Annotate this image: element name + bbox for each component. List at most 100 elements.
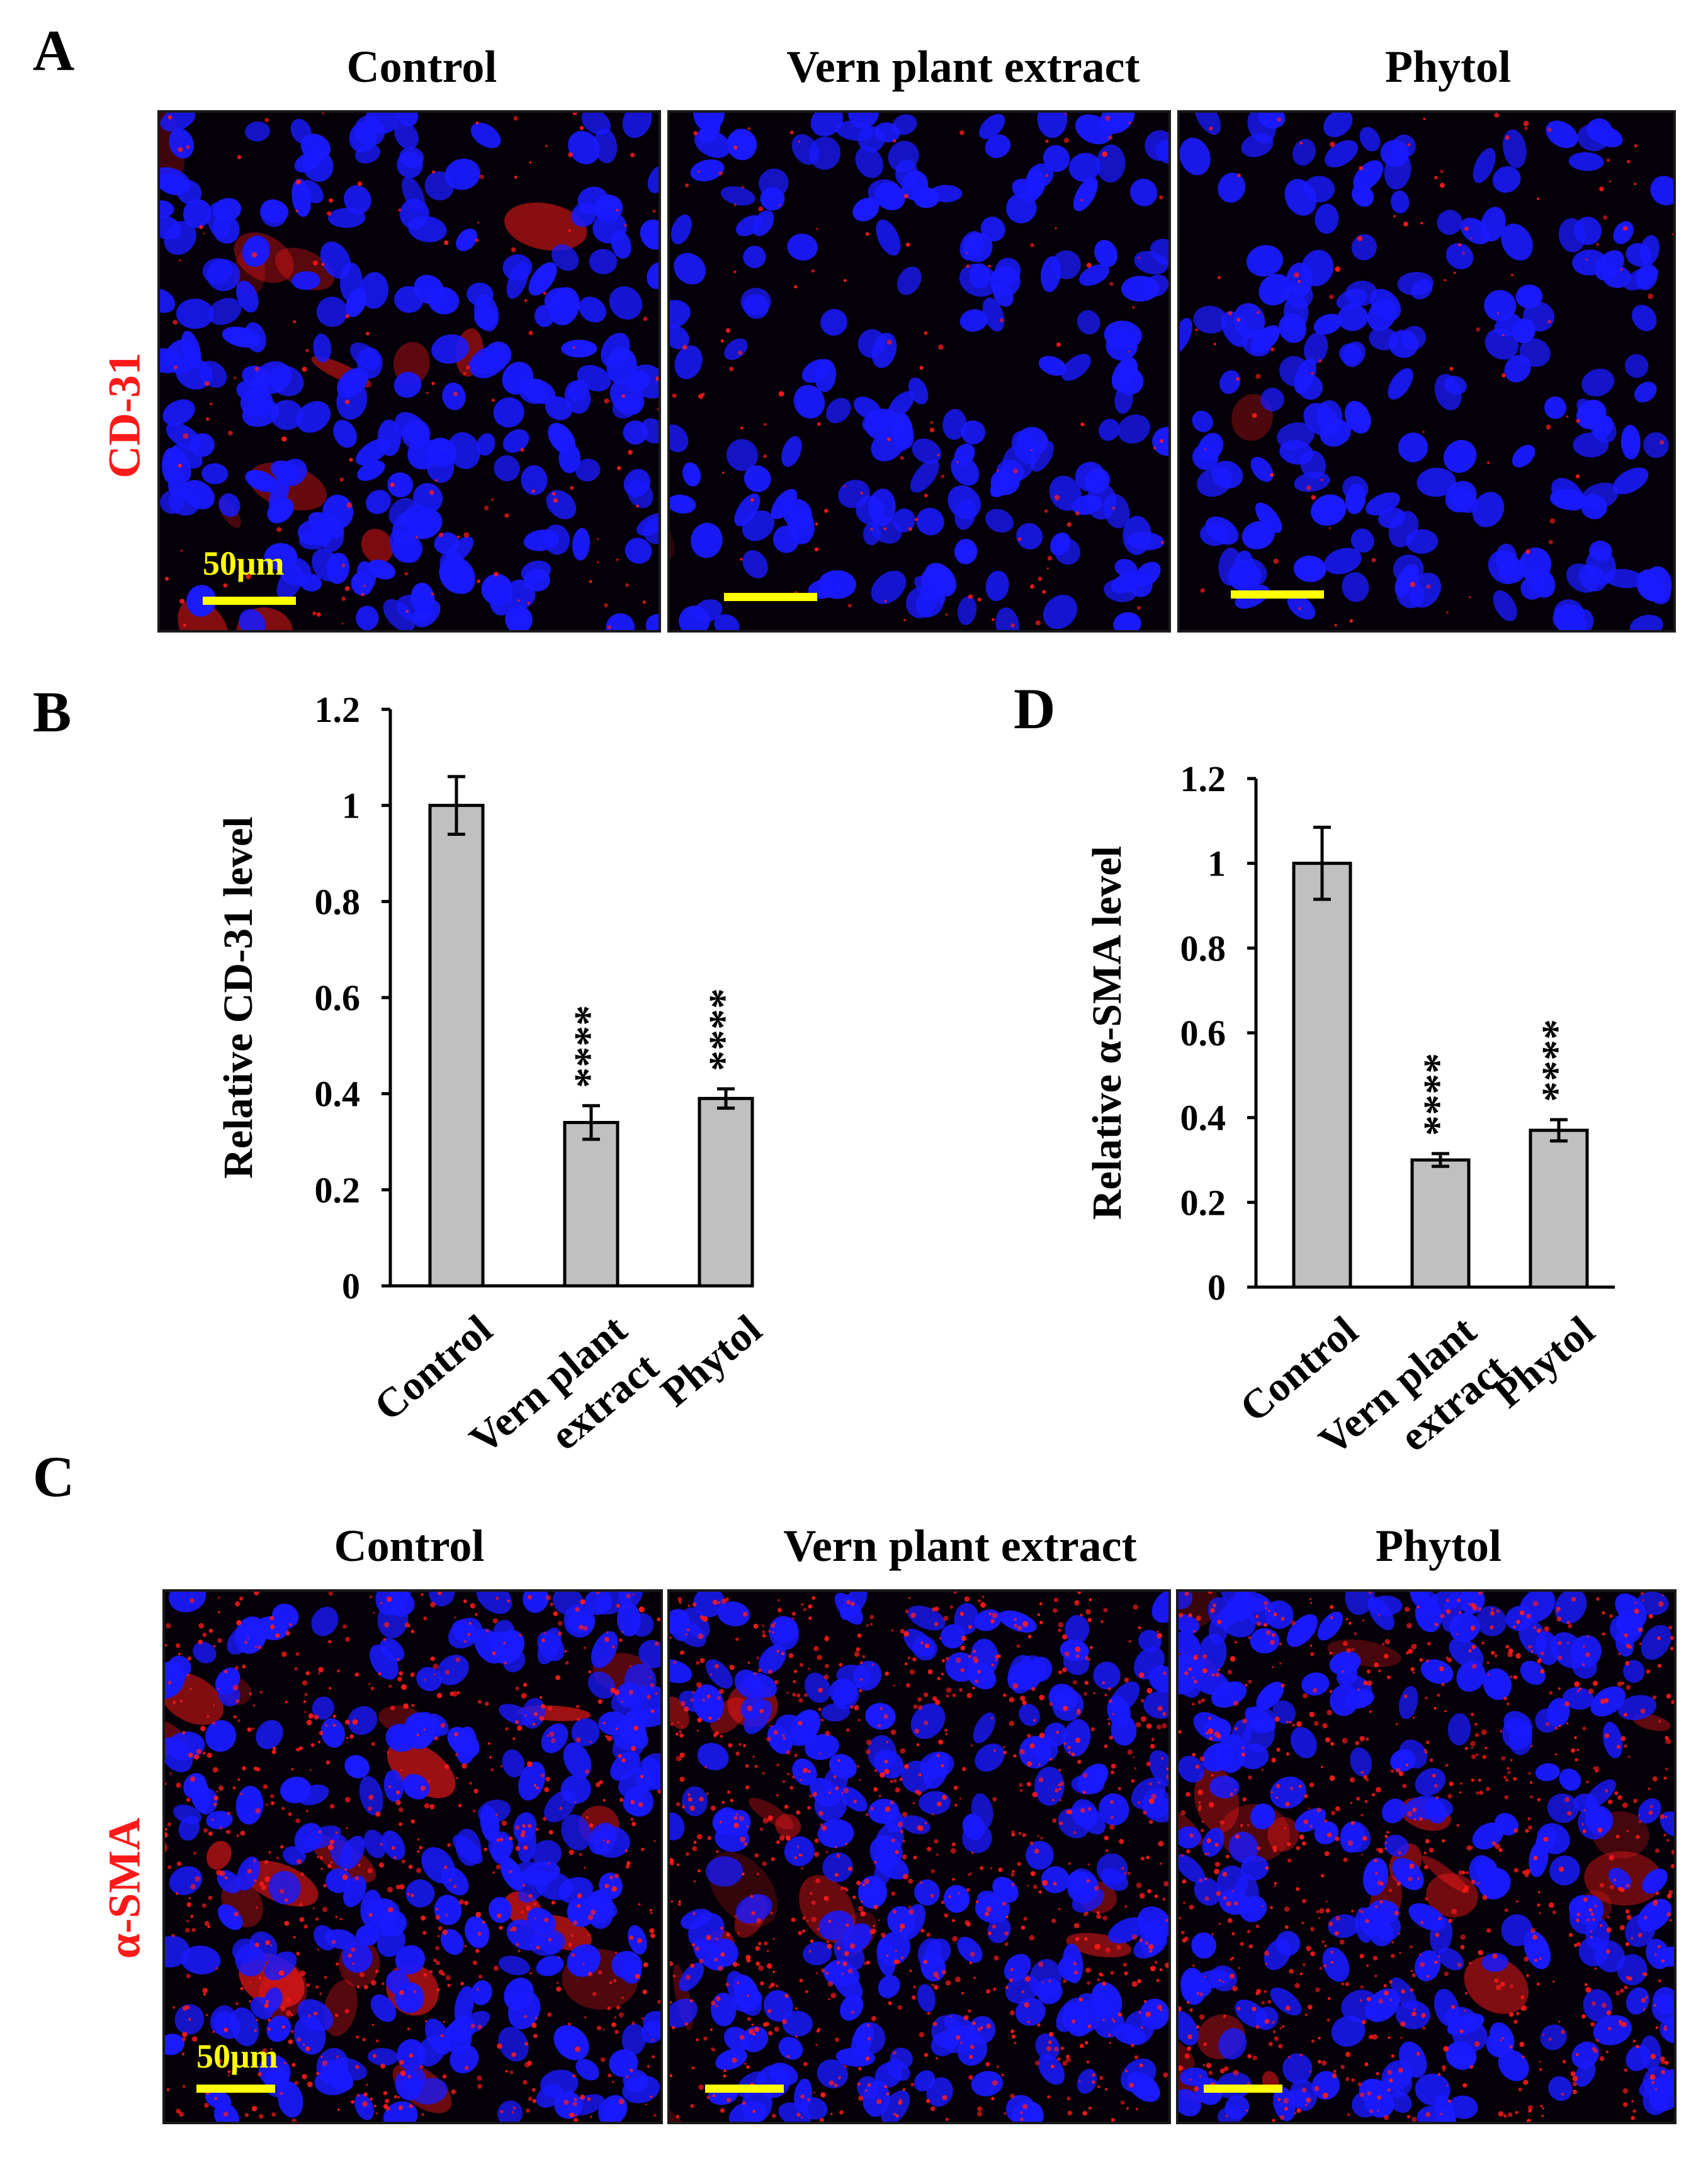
stain-dot [1413,1818,1417,1821]
stain-dot [999,318,1004,323]
stain-dot [1641,1998,1646,2003]
stain-dot [317,1855,319,1859]
stain-dot [1321,1940,1325,1944]
stain-dot [1384,1639,1391,1645]
nucleus [428,286,460,315]
stain-dot [275,1633,280,1638]
stain-dot [497,2043,502,2049]
stain-dot [657,1789,660,1794]
nucleus [1255,502,1282,533]
stain-dot [1510,1759,1513,1762]
stain-dot [344,586,350,591]
stain-dot [1327,1997,1331,2000]
stain-dot [874,1860,877,1864]
stain-dot [1315,1987,1320,1993]
stain-dot [871,2016,876,2022]
panel-b-letter: B [33,680,72,744]
stain-dot [684,1706,689,1712]
stain-dot [1231,1932,1235,1936]
stain-dot [1648,1670,1651,1672]
stain-dot [1518,2087,1522,2091]
stain-dot [1311,495,1316,500]
stain-dot [1590,1912,1594,1916]
stain-dot [234,1665,239,1670]
stain-dot [585,1769,590,1774]
stain-dot [1105,1947,1111,1953]
stain-dot [464,1640,467,1643]
stain-dots-layer [670,1592,1168,2122]
stain-dot [763,454,767,458]
nucleus [364,113,400,134]
stain-dot [453,1884,457,1889]
stain-dot [1305,2104,1308,2107]
stain-dot [362,2101,368,2107]
stain-dot [1264,1990,1267,1993]
stain-dot [1201,1820,1204,1823]
stain-dot [798,1721,803,1726]
nucleus [1625,354,1649,378]
stain-dot [589,1823,594,1828]
stain-dot [963,2015,969,2020]
stain-dot [762,1818,769,1824]
stain-dot [1585,1983,1588,1986]
stain-dot [1117,1787,1121,1791]
stain-dot [1600,1924,1603,1927]
nucleus [627,480,653,509]
stain-dot [755,1961,761,1966]
stain-dot [1366,1669,1371,1674]
stain-dot [1507,1770,1511,1774]
stain-dot [235,1699,240,1704]
stain-dot [532,1722,536,1726]
stain-dot [690,1963,695,1968]
stain-dot [1299,1973,1303,1976]
stain-dot [678,1900,681,1903]
stain-dot [1391,1941,1394,1944]
stain-dot [1131,2044,1134,2047]
stain-dot [1143,2000,1147,2003]
stain-dot [213,1803,217,1806]
stain-dot [584,1866,586,1869]
nucleus [296,401,331,433]
stain-dot [209,402,213,406]
stain-dot [945,613,948,616]
stain-dot [680,1650,684,1655]
stain-dot [492,1618,498,1624]
nucleus [434,1894,462,1925]
stain-dot [1465,1871,1469,1874]
stain-dot [1428,1847,1434,1853]
stain-dot [1261,2001,1265,2005]
stain-dot [1554,1726,1558,1730]
nucleus [873,1749,904,1779]
stain-dot [1306,2097,1311,2103]
stain-dot [1053,1597,1059,1602]
stain-dot [1350,1648,1354,1652]
stain-dot [1365,1778,1369,1782]
stain-dot [236,1834,240,1838]
stain-dot [972,1649,976,1653]
stain-dot [946,1687,952,1693]
stain-dot [1153,446,1157,450]
stain-dot [777,1607,783,1613]
stain-dot [1026,1782,1031,1787]
stain-dot [966,1888,970,1892]
stain-dot [735,1813,738,1816]
stain-dot [1027,1884,1029,1887]
stain-dot [207,2063,211,2066]
stain-dot [548,1938,552,1942]
stain-dot [1277,2098,1281,2102]
stain-dot [335,1831,338,1835]
stain-dot [609,1875,613,1879]
stain-dot [1184,2053,1190,2059]
stain-dot [1442,2068,1445,2072]
stain-dot [924,1822,927,1825]
stain-dot [1056,1731,1059,1734]
nucleus [715,2048,747,2071]
stain-dot [356,1985,360,1989]
stain-dot [1011,1830,1015,1833]
nucleus [1585,548,1616,585]
nucleus [630,1613,654,1637]
stain-dot [706,1694,711,1699]
stain-dot [545,1777,550,1782]
stain-dot [397,1676,402,1682]
stain-dot [818,1708,822,1711]
